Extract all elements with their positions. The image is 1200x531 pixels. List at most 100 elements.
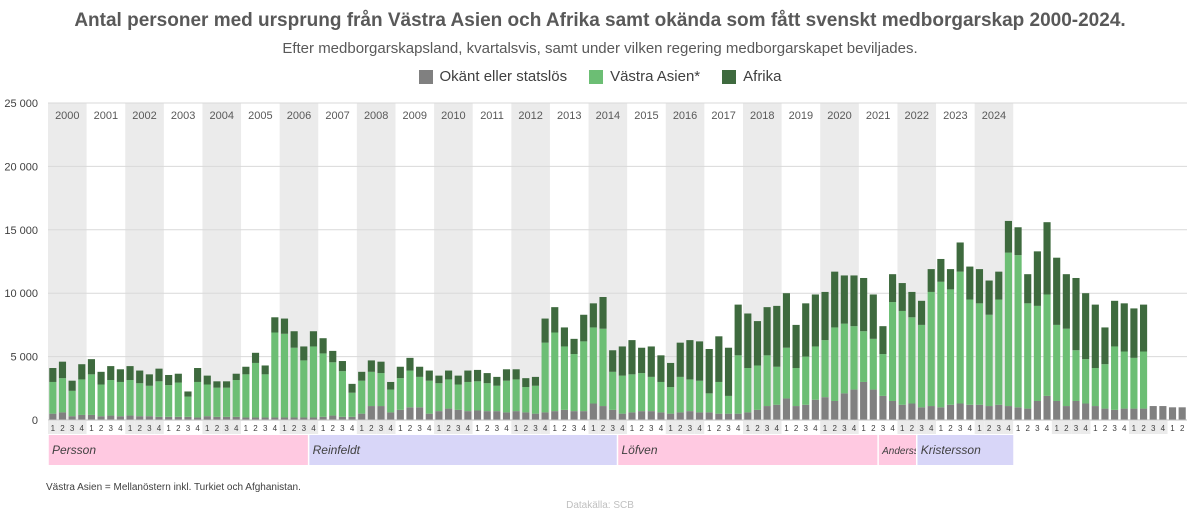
bar-segment bbox=[184, 416, 192, 420]
bar-segment bbox=[763, 355, 771, 407]
bar-segment bbox=[493, 376, 501, 386]
quarter-label: 4 bbox=[581, 424, 586, 433]
bar-segment bbox=[358, 413, 366, 420]
bar-segment bbox=[367, 406, 375, 420]
bar-segment bbox=[1082, 293, 1090, 360]
legend-swatch-unknown bbox=[418, 69, 433, 84]
y-tick-label: 20 000 bbox=[4, 161, 38, 173]
bar-segment bbox=[1139, 408, 1148, 420]
quarter-cell bbox=[57, 421, 68, 434]
bar-segment bbox=[271, 332, 279, 418]
bar-segment bbox=[657, 355, 665, 382]
bar-segment bbox=[628, 412, 636, 420]
bar-segment bbox=[773, 404, 781, 420]
quarter-label: 2 bbox=[524, 424, 529, 433]
quarter-label: 4 bbox=[775, 424, 780, 433]
stacked-bar-chart: 0 5 000 10 000 15 000 20 000 25 000 2000 2001 20… bbox=[4, 98, 1187, 465]
quarter-label: 2 bbox=[292, 424, 297, 433]
government-band bbox=[617, 435, 879, 465]
year-label: 2009 bbox=[403, 110, 427, 122]
quarter-label: 3 bbox=[1074, 424, 1079, 433]
year-label: 2024 bbox=[982, 110, 1006, 122]
bar-segment bbox=[724, 395, 733, 414]
quarter-label: 3 bbox=[224, 424, 229, 433]
bar-segment bbox=[570, 338, 578, 355]
bar-segment bbox=[744, 313, 752, 369]
bar-segment bbox=[145, 416, 153, 420]
bar-segment bbox=[744, 368, 752, 413]
legend-item-africa[interactable]: Afrika bbox=[722, 68, 781, 85]
bar-segment bbox=[1082, 403, 1090, 420]
year-label: 2004 bbox=[210, 110, 234, 122]
bar-segment bbox=[541, 318, 549, 343]
bar-segment bbox=[966, 266, 974, 300]
quarter-label: 1 bbox=[51, 424, 56, 433]
year-band bbox=[202, 103, 242, 420]
year-label: 2017 bbox=[711, 110, 735, 122]
bar-segment bbox=[599, 328, 607, 407]
quarter-cell bbox=[202, 421, 213, 434]
quarter-label: 3 bbox=[997, 424, 1002, 433]
quarter-cell bbox=[337, 421, 348, 434]
quarter-cell bbox=[192, 421, 203, 434]
quarter-label: 4 bbox=[659, 424, 664, 433]
bar-segment bbox=[831, 400, 839, 420]
bar-segment bbox=[261, 417, 269, 420]
bar-segment bbox=[657, 381, 665, 413]
quarter-label: 4 bbox=[195, 424, 200, 433]
bar-segment bbox=[107, 366, 115, 381]
quarter-cell bbox=[1148, 421, 1159, 434]
quarter-label: 3 bbox=[495, 424, 500, 433]
quarter-cell bbox=[125, 421, 135, 434]
quarter-label: 2 bbox=[369, 424, 374, 433]
legend-item-west-asia[interactable]: Västra Asien* bbox=[589, 68, 700, 85]
bar-segment bbox=[87, 359, 96, 375]
quarter-label: 3 bbox=[958, 424, 963, 433]
bar-segment bbox=[87, 414, 96, 420]
quarter-cell bbox=[916, 421, 927, 434]
bar-segment bbox=[512, 411, 520, 420]
quarter-cell bbox=[270, 421, 280, 434]
bar-segment bbox=[126, 415, 134, 420]
bar-segment bbox=[715, 413, 723, 420]
source-note: Datakälla: SCB bbox=[566, 500, 634, 511]
bar-segment bbox=[705, 393, 713, 413]
bar-segment bbox=[985, 406, 993, 420]
bar-segment bbox=[435, 383, 443, 412]
bar-segment bbox=[753, 365, 762, 410]
quarter-cell bbox=[48, 421, 58, 434]
bar-segment bbox=[1014, 407, 1022, 420]
quarter-label: 1 bbox=[359, 424, 364, 433]
quarter-label: 2 bbox=[137, 424, 142, 433]
quarter-label: 2 bbox=[601, 424, 606, 433]
bar-segment bbox=[155, 416, 163, 420]
quarter-label: 1 bbox=[321, 424, 326, 433]
bar-segment bbox=[975, 269, 984, 304]
quarter-cell bbox=[1022, 421, 1033, 434]
bar-segment bbox=[985, 280, 993, 315]
quarter-cell bbox=[96, 421, 106, 434]
bar-segment bbox=[194, 368, 202, 382]
bar-segment bbox=[1024, 408, 1032, 420]
quarter-label: 3 bbox=[379, 424, 384, 433]
bar-segment bbox=[223, 416, 231, 420]
bar-segment bbox=[937, 281, 945, 408]
bar-segment bbox=[502, 369, 511, 381]
bar-segment bbox=[667, 387, 675, 414]
quarter-cell bbox=[887, 421, 898, 434]
legend-item-unknown[interactable]: Okänt eller statslös bbox=[418, 68, 567, 85]
bar-segment bbox=[638, 373, 646, 412]
bar-segment bbox=[773, 366, 781, 405]
quarter-cell bbox=[1090, 421, 1101, 434]
bar-segment bbox=[126, 380, 134, 416]
bar-segment bbox=[300, 346, 308, 361]
quarter-label: 2 bbox=[1103, 424, 1108, 433]
quarter-cell bbox=[530, 421, 541, 434]
bar-segment bbox=[223, 387, 231, 417]
bar-segment bbox=[126, 366, 134, 381]
chart-subtitle: Efter medborgarskapsland, kvartalsvis, s… bbox=[282, 40, 918, 57]
quarter-label: 4 bbox=[80, 424, 85, 433]
bar-segment bbox=[1043, 222, 1051, 295]
bar-segment bbox=[1043, 395, 1051, 420]
quarter-label: 1 bbox=[166, 424, 171, 433]
